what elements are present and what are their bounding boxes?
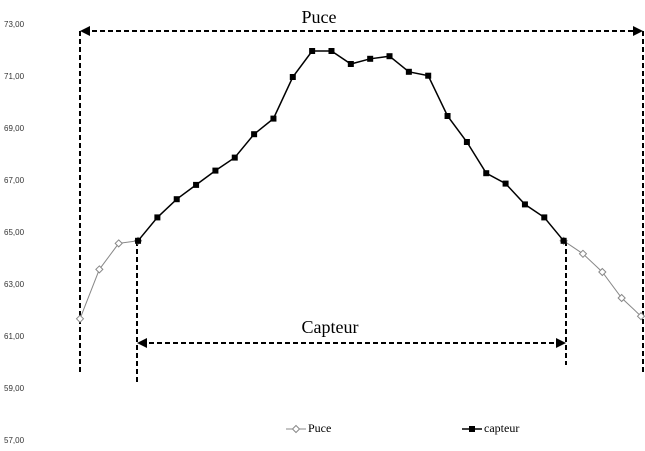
point xyxy=(560,237,567,244)
point xyxy=(502,180,509,187)
point xyxy=(483,170,490,177)
point xyxy=(135,237,142,244)
y-tick-label: 59,00 xyxy=(4,384,25,393)
series-line xyxy=(137,50,565,242)
point xyxy=(154,214,161,221)
point xyxy=(328,48,335,54)
point xyxy=(367,55,374,62)
point xyxy=(425,72,432,79)
point xyxy=(598,267,607,277)
point xyxy=(578,249,588,259)
point xyxy=(173,196,180,203)
point xyxy=(251,131,258,138)
point xyxy=(521,201,528,208)
point xyxy=(193,181,200,188)
point xyxy=(289,74,296,80)
point xyxy=(231,154,238,161)
y-tick-label: 57,00 xyxy=(4,436,25,445)
point xyxy=(270,115,277,122)
series-line xyxy=(79,240,642,319)
annotation-arrows xyxy=(79,26,644,385)
label-bg xyxy=(292,318,368,340)
annotation: Capteur xyxy=(302,317,359,337)
point xyxy=(386,53,393,60)
point xyxy=(347,61,354,67)
label-bg xyxy=(296,8,342,30)
point xyxy=(114,239,123,248)
legend-marker xyxy=(469,426,475,432)
legend-marker xyxy=(291,424,301,434)
y-tick-label: 71,00 xyxy=(4,72,25,81)
point xyxy=(309,48,316,54)
point xyxy=(75,314,85,324)
point xyxy=(95,265,104,274)
point xyxy=(541,214,548,221)
point xyxy=(405,68,412,75)
y-tick-label: 65,00 xyxy=(4,228,25,237)
point xyxy=(636,311,645,321)
annotation: Puce xyxy=(302,7,337,27)
point xyxy=(444,113,451,119)
y-tick-label: 63,00 xyxy=(4,280,25,289)
point xyxy=(212,167,219,174)
y-tick-label: 73,00 xyxy=(4,20,25,29)
point xyxy=(617,293,626,303)
point xyxy=(463,139,470,145)
legend-label: capteur xyxy=(484,421,519,435)
y-tick-label: 61,00 xyxy=(4,332,25,341)
legend-label: Puce xyxy=(308,421,331,435)
y-tick-label: 67,00 xyxy=(4,176,25,185)
y-tick-label: 69,00 xyxy=(4,124,25,133)
